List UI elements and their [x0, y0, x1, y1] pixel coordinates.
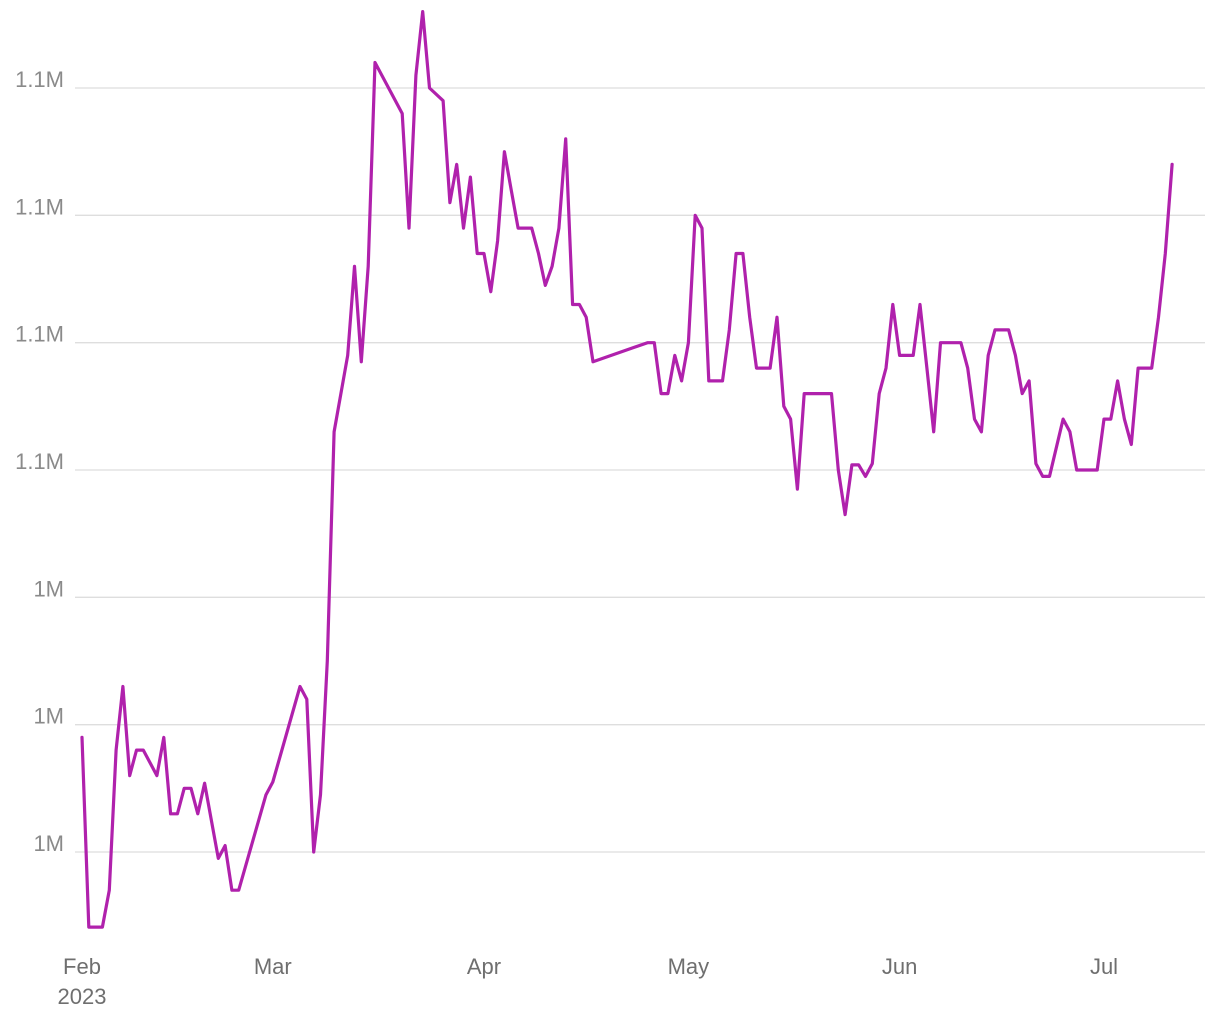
x-tick-label-jun: Jun [882, 954, 917, 979]
y-tick-label-1: 1M [33, 704, 64, 729]
x-tick-label-feb: Feb [63, 954, 101, 979]
x-tick-label-may: May [668, 954, 710, 979]
y-tick-label-4: 1.1M [15, 322, 64, 347]
x-axis-tick-labels: Feb 2023 Mar Apr May Jun Jul [58, 954, 1119, 1009]
x-tick-label-mar: Mar [254, 954, 292, 979]
y-tick-label-0: 1M [33, 831, 64, 856]
x-tick-label-apr: Apr [467, 954, 501, 979]
y-tick-label-2: 1M [33, 576, 64, 601]
y-axis-tick-labels: 1M 1M 1M 1.1M 1.1M 1.1M 1.1M [15, 67, 64, 856]
y-tick-label-6: 1.1M [15, 67, 64, 92]
gridlines [75, 87, 1205, 853]
y-tick-label-3: 1.1M [15, 449, 64, 474]
x-tick-label-jul: Jul [1090, 954, 1118, 979]
series-line-0 [80, 10, 1174, 929]
series-layer [80, 10, 1174, 929]
y-tick-label-5: 1.1M [15, 194, 64, 219]
x-tick-sublabel-year: 2023 [58, 984, 107, 1009]
